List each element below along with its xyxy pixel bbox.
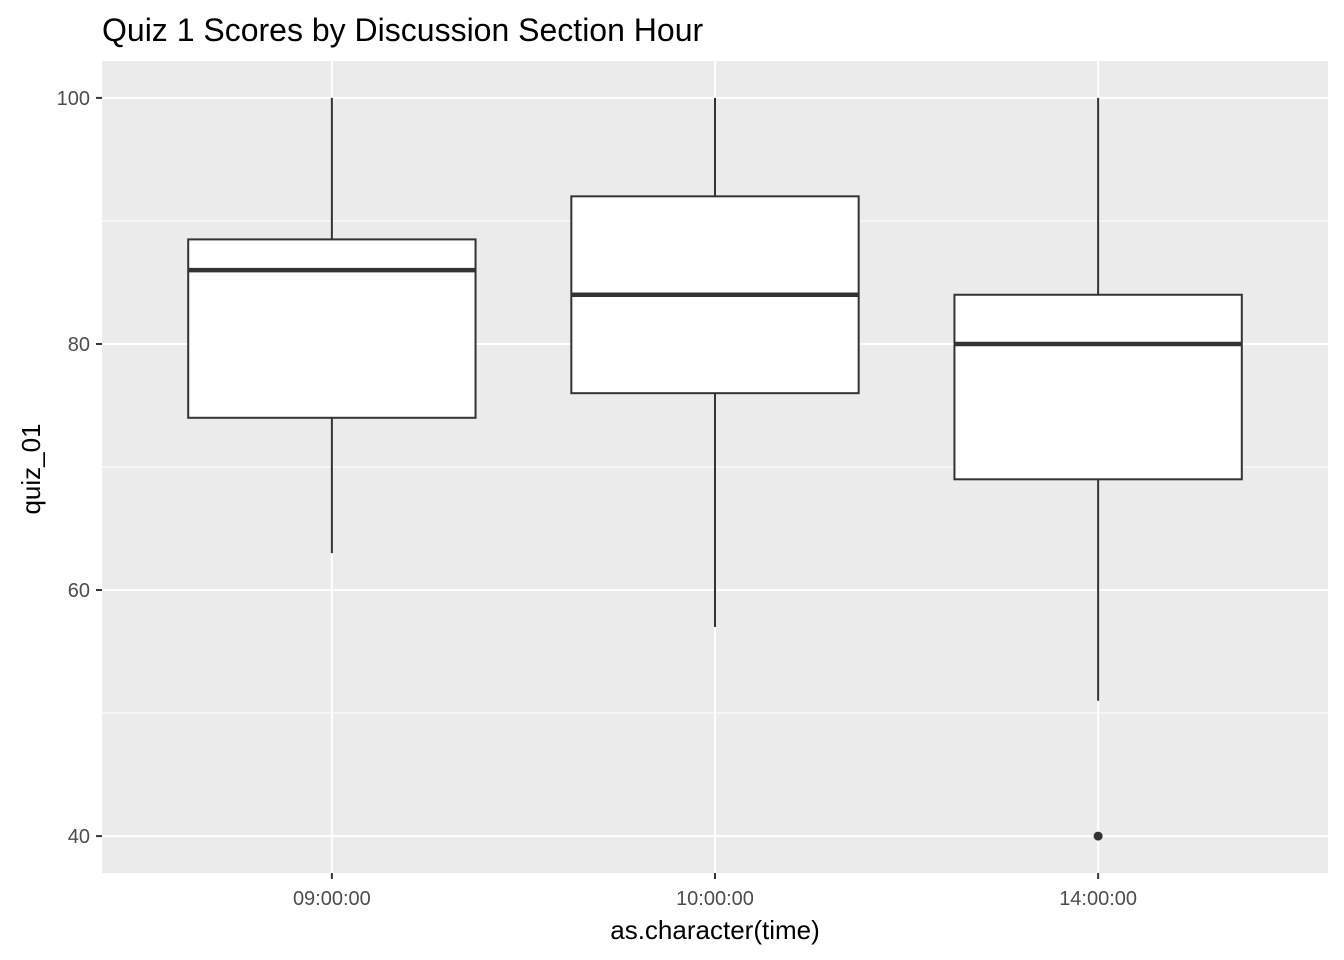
x-tick-label: 10:00:00	[676, 888, 754, 910]
x-axis: 09:00:00 10:00:00 14:00:00	[293, 873, 1137, 910]
x-tick-label: 09:00:00	[293, 888, 371, 910]
y-tick-label: 40	[68, 826, 90, 848]
x-tick-label: 14:00:00	[1059, 888, 1137, 910]
x-axis-title: as.character(time)	[610, 915, 820, 945]
outlier-point	[1093, 831, 1103, 841]
box-10:00:00	[570, 97, 860, 627]
box-09:00:00	[187, 97, 477, 554]
y-tick-label: 60	[68, 580, 90, 602]
box-body	[953, 293, 1243, 481]
y-tick-label: 100	[57, 88, 90, 110]
y-tick-label: 80	[68, 334, 90, 356]
chart-title: Quiz 1 Scores by Discussion Section Hour	[102, 12, 703, 48]
box-body	[187, 238, 477, 419]
y-axis: 40 60 80 100	[57, 88, 102, 848]
box-14:00:00	[953, 97, 1243, 841]
y-axis-title: quiz_01	[16, 423, 46, 514]
box-series	[187, 97, 1243, 841]
